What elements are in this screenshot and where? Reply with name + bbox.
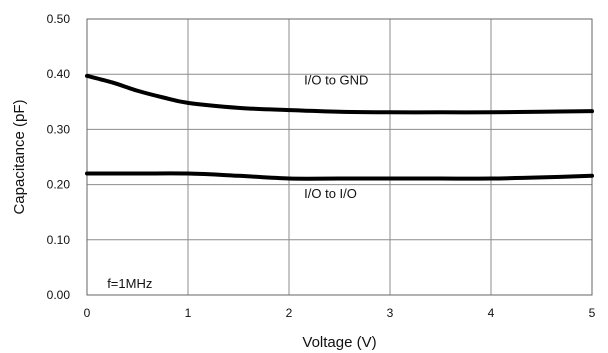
tick-labels: 0 1 2 3 4 5 0.00 0.10 0.20 0.30 0.40 0.50 xyxy=(47,12,596,320)
plot-frame xyxy=(86,18,593,296)
x-tick-label: 0 xyxy=(84,306,91,320)
y-tick-label: 0.20 xyxy=(47,178,71,192)
x-tick-label: 4 xyxy=(488,306,495,320)
series-label-io-to-gnd: I/O to GND xyxy=(304,73,368,88)
grid xyxy=(87,19,592,295)
y-tick-label: 0.40 xyxy=(47,67,71,81)
series-label-io-to-io: I/O to I/O xyxy=(304,186,357,201)
series-line-io-to-io xyxy=(85,171,594,181)
series-layer xyxy=(85,73,594,181)
x-tick-label: 1 xyxy=(185,306,192,320)
y-tick-label: 0.30 xyxy=(47,122,71,136)
x-axis-label: Voltage (V) xyxy=(302,334,376,351)
x-tick-label: 3 xyxy=(387,306,394,320)
y-tick-label: 0.10 xyxy=(47,233,71,247)
y-tick-label: 0.00 xyxy=(47,288,71,302)
x-tick-label: 2 xyxy=(286,306,293,320)
y-tick-label: 0.50 xyxy=(47,12,71,26)
x-tick-label: 5 xyxy=(589,306,596,320)
y-axis-label: Capacitance (pF) xyxy=(11,99,28,214)
frequency-annotation: f=1MHz xyxy=(107,276,152,291)
series-line-io-to-gnd xyxy=(85,73,594,115)
